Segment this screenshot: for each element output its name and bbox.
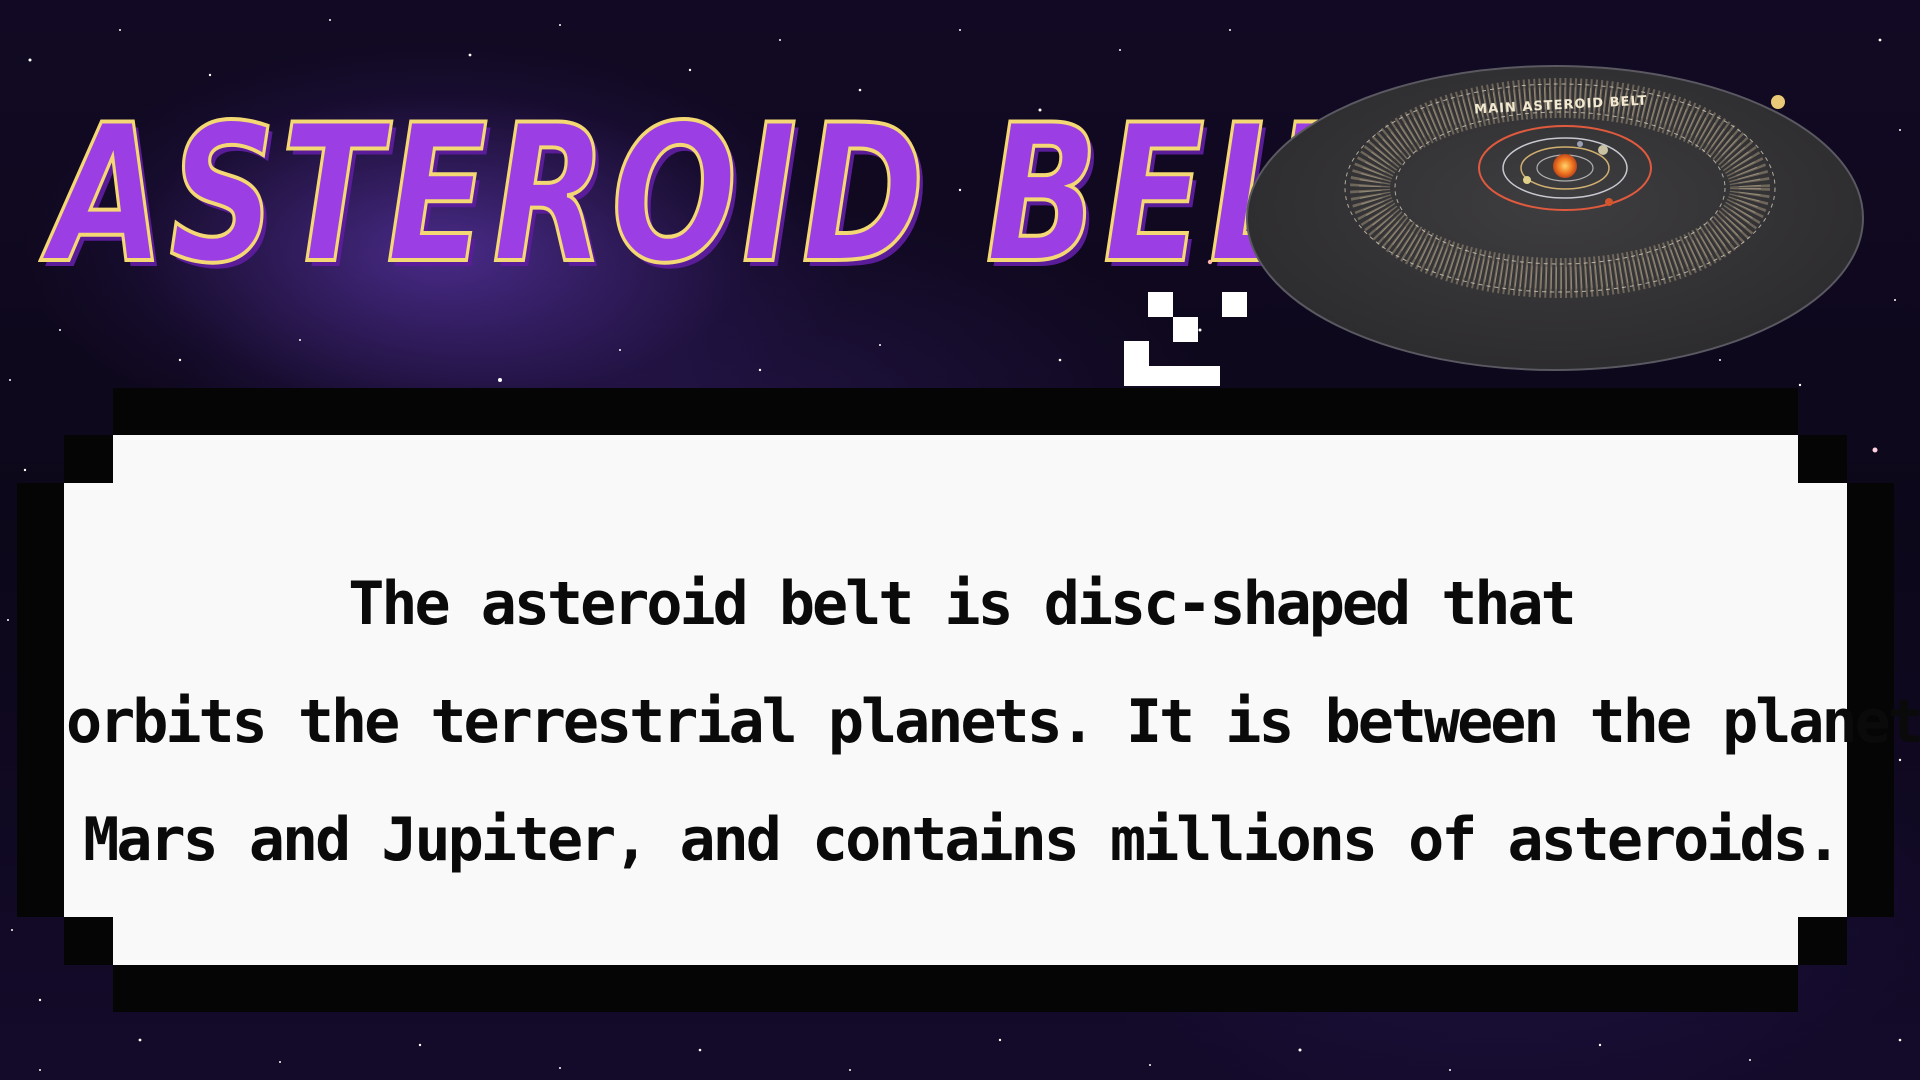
page-title: ASTEROID BELT (48, 84, 1390, 305)
description-line-1: The asteroid belt is disc-shaped that (348, 569, 1577, 639)
description-line-2: orbits the terrestrial planets. It is be… (66, 687, 1920, 757)
description-text: The asteroid belt is disc-shaped that or… (66, 545, 1920, 875)
title-area: ASTEROID BELT (40, 80, 1386, 340)
description-line-3: Mars and Jupiter, and contains millions … (83, 805, 1842, 875)
asteroid-belt-illustration: MAIN ASTEROID BELT (1246, 65, 1864, 371)
